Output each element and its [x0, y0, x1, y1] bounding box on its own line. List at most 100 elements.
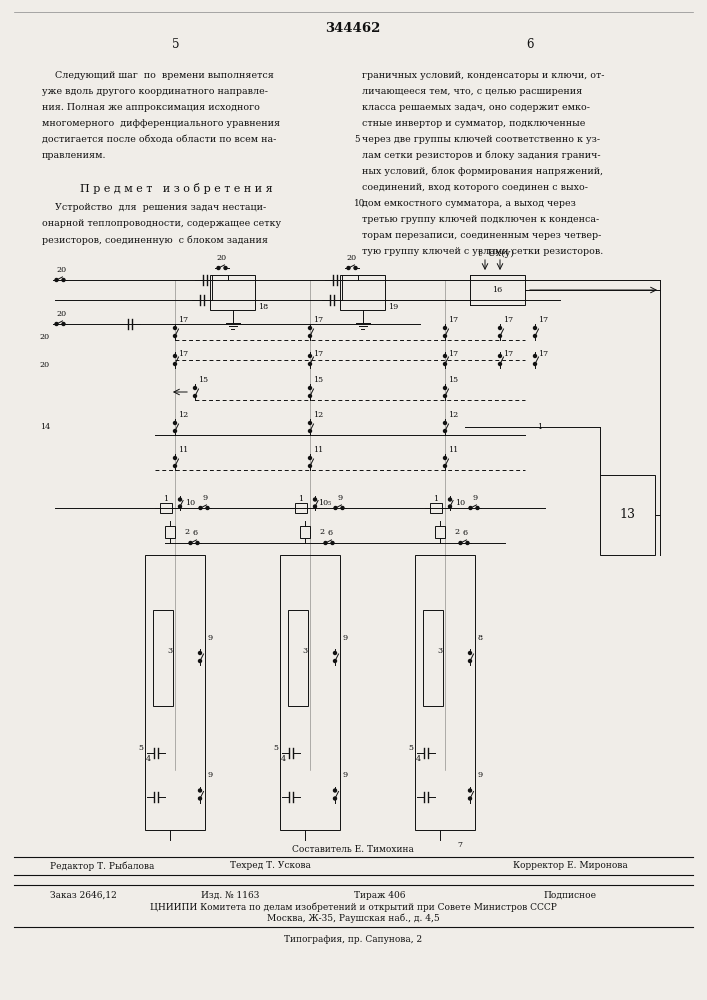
- Circle shape: [173, 355, 177, 358]
- Text: 6: 6: [462, 529, 467, 537]
- Text: 15: 15: [448, 376, 458, 384]
- Text: 1: 1: [298, 495, 303, 503]
- Text: Типография, пр. Сапунова, 2: Типография, пр. Сапунова, 2: [284, 934, 422, 944]
- Text: 17: 17: [313, 350, 323, 358]
- Text: 14: 14: [40, 423, 50, 431]
- Circle shape: [443, 326, 447, 330]
- Circle shape: [55, 322, 58, 326]
- Circle shape: [466, 542, 469, 544]
- Text: лам сетки резисторов и блоку задания гранич-: лам сетки резисторов и блоку задания гра…: [362, 150, 601, 160]
- Text: Техред Т. Ускова: Техред Т. Ускова: [230, 861, 310, 870]
- Text: Следующий шаг  по  времени выполняется: Следующий шаг по времени выполняется: [55, 70, 274, 80]
- Circle shape: [448, 505, 452, 508]
- Text: 7: 7: [457, 841, 462, 849]
- Text: тую группу ключей с узлами сетки резисторов.: тую группу ключей с узлами сетки резисто…: [362, 246, 603, 255]
- Text: П р е д м е т   и з о б р е т е н и я: П р е д м е т и з о б р е т е н и я: [80, 182, 272, 194]
- Circle shape: [443, 464, 447, 468]
- Text: 20: 20: [40, 361, 50, 369]
- Text: резисторов, соединенную  с блоком задания: резисторов, соединенную с блоком задания: [42, 235, 268, 245]
- Circle shape: [308, 430, 312, 432]
- Bar: [340, 275, 385, 310]
- Text: 10: 10: [354, 198, 366, 208]
- Circle shape: [443, 394, 447, 397]
- Text: ных условий, блок формирования напряжений,: ных условий, блок формирования напряжени…: [362, 166, 603, 176]
- Text: многомерного  дифференциального уравнения: многомерного дифференциального уравнения: [42, 118, 280, 127]
- Text: 17: 17: [538, 316, 548, 324]
- Circle shape: [334, 660, 337, 662]
- Bar: [600, 475, 655, 555]
- Bar: [145, 555, 205, 830]
- Text: 1: 1: [537, 423, 542, 431]
- Circle shape: [347, 266, 350, 269]
- Text: Заказ 2646,12: Заказ 2646,12: [50, 890, 117, 900]
- Circle shape: [469, 789, 472, 792]
- Text: 17: 17: [178, 316, 188, 324]
- Text: 5: 5: [273, 744, 278, 752]
- Circle shape: [173, 464, 177, 468]
- Text: 6: 6: [526, 37, 534, 50]
- Text: Изд. № 1163: Изд. № 1163: [201, 890, 259, 900]
- Text: Устройство  для  решения задач нестаци-: Устройство для решения задач нестаци-: [55, 204, 267, 213]
- Text: ЦНИИПИ Комитета по делам изобретений и открытий при Совете Министров СССР: ЦНИИПИ Комитета по делам изобретений и о…: [150, 902, 556, 912]
- Circle shape: [498, 355, 501, 358]
- Text: 17: 17: [448, 350, 458, 358]
- Circle shape: [534, 326, 537, 330]
- Text: 9: 9: [477, 771, 483, 779]
- Circle shape: [178, 498, 182, 501]
- Circle shape: [308, 326, 312, 330]
- Text: Корректор Е. Миронова: Корректор Е. Миронова: [513, 861, 627, 870]
- Circle shape: [199, 797, 201, 800]
- Circle shape: [173, 362, 177, 365]
- Circle shape: [199, 660, 201, 662]
- Text: стные инвертор и сумматор, подключенные: стные инвертор и сумматор, подключенные: [362, 118, 585, 127]
- Circle shape: [476, 506, 479, 510]
- Circle shape: [498, 362, 501, 365]
- Text: 12: 12: [178, 411, 188, 419]
- Circle shape: [534, 334, 537, 338]
- Circle shape: [308, 355, 312, 358]
- Circle shape: [469, 797, 472, 800]
- Text: 9: 9: [202, 494, 208, 502]
- Text: Москва, Ж-35, Раушская наб., д. 4,5: Москва, Ж-35, Раушская наб., д. 4,5: [267, 913, 439, 923]
- Bar: [435, 526, 445, 538]
- Circle shape: [469, 506, 472, 510]
- Circle shape: [55, 278, 58, 282]
- Text: дом емкостного сумматора, а выход через: дом емкостного сумматора, а выход через: [362, 198, 576, 208]
- Circle shape: [498, 334, 501, 338]
- Text: 15: 15: [198, 376, 208, 384]
- Text: соединений, вход которого соединен с выхо-: соединений, вход которого соединен с вых…: [362, 182, 588, 192]
- Circle shape: [443, 355, 447, 358]
- Text: 4: 4: [281, 755, 286, 763]
- Text: личающееся тем, что, с целью расширения: личающееся тем, что, с целью расширения: [362, 87, 583, 96]
- Circle shape: [469, 660, 472, 662]
- Text: 1: 1: [433, 495, 438, 503]
- Text: 4: 4: [416, 755, 421, 763]
- Circle shape: [194, 394, 197, 397]
- Text: достигается после обхода области по всем на-: достигается после обхода области по всем…: [42, 134, 276, 143]
- Text: 17: 17: [538, 350, 548, 358]
- Text: 18: 18: [258, 303, 268, 311]
- Circle shape: [313, 505, 317, 508]
- Circle shape: [178, 505, 182, 508]
- Text: 17: 17: [503, 316, 513, 324]
- Circle shape: [194, 386, 197, 389]
- Circle shape: [443, 422, 447, 424]
- Text: 10: 10: [185, 499, 195, 507]
- Text: ния. Полная же аппроксимация исходного: ния. Полная же аппроксимация исходного: [42, 103, 260, 111]
- Text: Тираж 406: Тираж 406: [354, 890, 406, 900]
- Circle shape: [308, 362, 312, 365]
- Bar: [415, 555, 475, 830]
- Text: класса решаемых задач, оно содержит емко-: класса решаемых задач, оно содержит емко…: [362, 103, 590, 111]
- Text: 20: 20: [57, 310, 67, 318]
- Circle shape: [354, 266, 357, 269]
- Circle shape: [308, 422, 312, 424]
- Circle shape: [443, 362, 447, 365]
- Text: 11: 11: [448, 446, 458, 454]
- Text: онарной теплопроводности, содержащее сетку: онарной теплопроводности, содержащее сет…: [42, 220, 281, 229]
- Circle shape: [224, 266, 227, 269]
- Text: 20: 20: [217, 254, 227, 262]
- Text: 15: 15: [313, 376, 323, 384]
- Circle shape: [217, 266, 220, 269]
- Text: 17: 17: [178, 350, 188, 358]
- Circle shape: [448, 498, 452, 501]
